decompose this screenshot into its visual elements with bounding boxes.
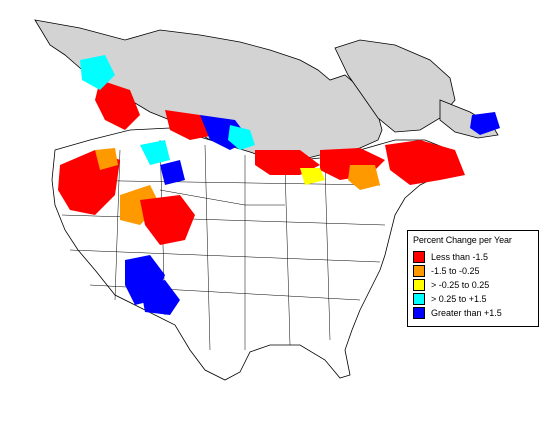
legend-title: Percent Change per Year: [413, 235, 512, 245]
legend-label: > 0.25 to +1.5: [431, 294, 487, 304]
legend-swatch-blue: [413, 307, 425, 319]
legend-swatch-yellow: [413, 279, 425, 291]
legend-label: Less than -1.5: [431, 252, 489, 262]
legend-swatch-cyan: [413, 293, 425, 305]
trend-patches: [58, 55, 500, 315]
legend-swatch-orange: [413, 265, 425, 277]
legend-item: Less than -1.5: [413, 250, 534, 264]
legend-item: > -0.25 to 0.25: [413, 278, 534, 292]
legend-label: -1.5 to -0.25: [431, 266, 480, 276]
legend-item: > 0.25 to +1.5: [413, 292, 534, 306]
legend-item: -1.5 to -0.25: [413, 264, 534, 278]
legend-item: Greater than +1.5: [413, 306, 534, 320]
legend-label: Greater than +1.5: [431, 308, 502, 318]
legend-label: > -0.25 to 0.25: [431, 280, 490, 290]
legend: Percent Change per Year Less than -1.5 -…: [407, 230, 539, 327]
legend-swatch-red: [413, 251, 425, 263]
